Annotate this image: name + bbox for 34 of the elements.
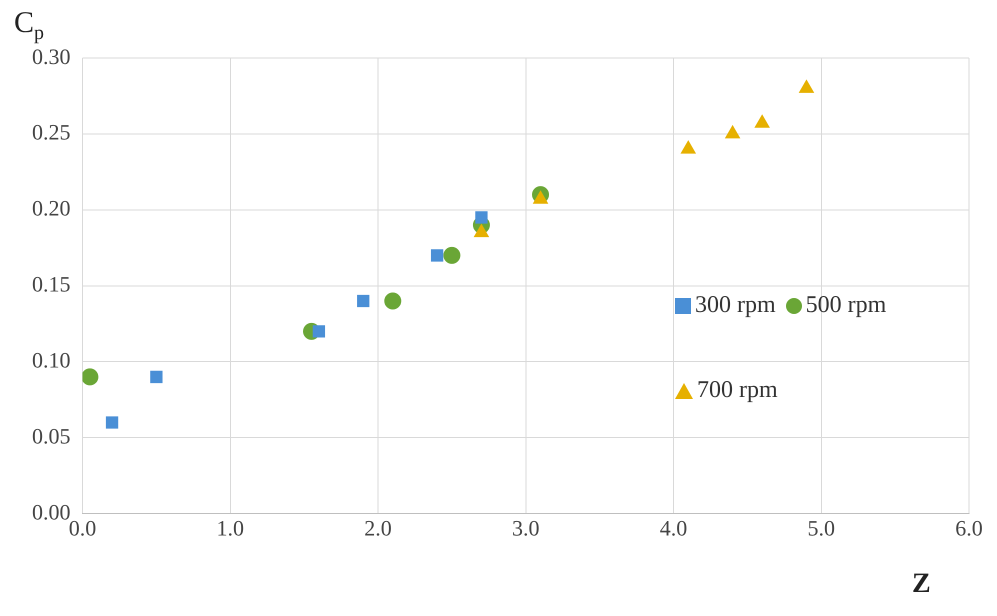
point xyxy=(725,125,740,138)
y-tick-label: 0.10 xyxy=(32,348,70,373)
point xyxy=(106,416,118,429)
y-tick-label: 0.15 xyxy=(32,272,70,297)
point xyxy=(312,325,326,338)
legend-label: 500 rpm xyxy=(806,292,886,319)
point xyxy=(82,368,98,386)
y-tick-label: 0.00 xyxy=(32,499,70,524)
y-tick-label: 0.20 xyxy=(32,196,70,221)
point xyxy=(680,140,696,154)
y-tick-label: 0.30 xyxy=(32,44,70,69)
y-tick-label: 0.05 xyxy=(32,423,70,448)
point xyxy=(443,246,460,264)
x-tick-label: 3.0 xyxy=(512,516,540,541)
point xyxy=(430,249,444,262)
point xyxy=(533,190,548,204)
point xyxy=(150,370,163,384)
legend-label: 700 rpm xyxy=(697,377,778,404)
point xyxy=(475,211,488,224)
point xyxy=(384,292,402,310)
x-tick-label: 4.0 xyxy=(660,516,688,541)
x-tick-label: 0.0 xyxy=(68,516,96,541)
x-axis-title: Z xyxy=(912,568,931,600)
point xyxy=(754,114,770,128)
y-axis-title: C$_{p}$ xyxy=(14,6,44,45)
point xyxy=(474,224,489,238)
x-tick-label: 2.0 xyxy=(364,516,392,541)
x-tick-label: 5.0 xyxy=(808,516,835,541)
y-tick-label: 0.25 xyxy=(32,120,70,145)
x-tick-label: 1.0 xyxy=(216,516,244,541)
point xyxy=(799,80,814,93)
legend-label: 300 rpm xyxy=(695,292,776,319)
point xyxy=(357,294,370,308)
x-tick-label: 6.0 xyxy=(955,516,983,541)
